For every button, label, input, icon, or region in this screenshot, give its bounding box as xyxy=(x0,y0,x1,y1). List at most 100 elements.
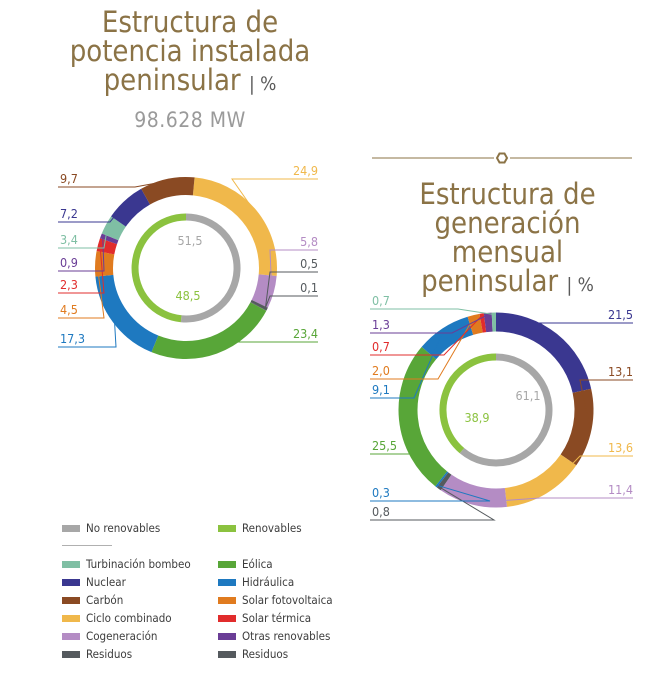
outer-ring-segment xyxy=(251,274,277,308)
outer-ring-segment xyxy=(421,316,474,360)
legend-item: Otras renovables xyxy=(218,627,333,645)
legend-swatch xyxy=(218,596,236,604)
chart2-title-line: peninsular xyxy=(421,264,559,298)
leader-line xyxy=(231,178,318,212)
legend-swatch xyxy=(218,578,236,586)
outer-ring-segment xyxy=(495,312,592,394)
data-label: 2,3 xyxy=(60,277,78,292)
leader-line xyxy=(370,308,494,315)
inner-ring-segment xyxy=(439,353,497,454)
data-label: 3,4 xyxy=(60,232,78,247)
chart1-total: 98.628 MW xyxy=(134,108,246,132)
outer-ring-segment xyxy=(95,274,159,353)
leader-line xyxy=(538,322,633,336)
outer-ring-segment xyxy=(479,313,487,333)
outer-ring-segment xyxy=(96,238,118,255)
leader-line xyxy=(58,180,168,188)
outer-ring-segment xyxy=(483,312,493,333)
outer-ring-segment xyxy=(440,474,507,508)
outer-ring-segment xyxy=(141,177,195,205)
data-label: 7,2 xyxy=(60,206,78,221)
data-label: 0,1 xyxy=(300,280,318,295)
outer-ring-segment xyxy=(504,454,577,507)
legend-label: Residuos xyxy=(86,647,133,661)
legend-item: Eólica xyxy=(218,555,333,573)
chart2-title-line: Estructura de xyxy=(419,177,596,211)
legend-label: Solar térmica xyxy=(242,611,312,625)
data-label: 0,9 xyxy=(60,255,78,270)
leader-line xyxy=(370,484,491,502)
legend-item: Hidráulica xyxy=(218,573,333,591)
chart1-title-line: peninsular xyxy=(103,63,241,97)
leader-line xyxy=(58,202,127,223)
data-label: 38,9 xyxy=(464,410,489,425)
outer-ring-segment xyxy=(250,299,268,311)
outer-ring-segment xyxy=(435,471,449,488)
legend-label: Ciclo combinado xyxy=(86,611,172,625)
data-label: 13,1 xyxy=(608,364,633,379)
legend-item-no-renovables: No renovables xyxy=(62,519,191,537)
hexagon-icon xyxy=(495,152,509,164)
data-label: 4,5 xyxy=(60,302,78,317)
outer-ring-segment xyxy=(560,388,594,466)
legend-swatch xyxy=(218,524,236,532)
leader-line xyxy=(579,379,633,429)
data-label: 48,5 xyxy=(175,288,200,303)
data-label: 61,1 xyxy=(515,388,540,403)
inner-ring-segment xyxy=(459,353,553,467)
legend-label: Residuos xyxy=(242,647,289,661)
legend-right: Renovables Eólica Hidráulica Solar fotovol… xyxy=(218,519,333,663)
leader-line xyxy=(58,263,105,319)
data-label: 9,1 xyxy=(372,382,390,397)
leader-line xyxy=(58,225,109,249)
outer-ring-segment xyxy=(436,472,452,491)
legend-divider xyxy=(62,545,112,546)
data-label: 21,5 xyxy=(608,307,633,322)
legend-item: Carbón xyxy=(62,591,191,609)
data-label: 0,8 xyxy=(372,504,390,519)
legend-swatch xyxy=(218,650,236,658)
legend-item: Solar térmica xyxy=(218,609,333,627)
chart2-title: Estructura de generación mensual peninsu… xyxy=(375,180,640,296)
data-label: 0,7 xyxy=(372,339,390,354)
legend-item: Nuclear xyxy=(62,573,191,591)
data-label: 11,4 xyxy=(608,482,633,497)
legend-label: Hidráulica xyxy=(242,575,295,589)
data-label: 25,5 xyxy=(372,438,397,453)
legend-label: Cogeneración xyxy=(86,629,158,643)
chart1-title-line: Estructura de xyxy=(101,5,279,39)
data-label: 13,6 xyxy=(608,440,633,455)
leader-line xyxy=(544,455,633,493)
legend-item: Residuos xyxy=(62,645,191,663)
data-label: 17,3 xyxy=(60,331,85,346)
chart2-title-line: generación mensual xyxy=(434,206,581,269)
outer-ring-segment xyxy=(398,346,448,487)
legend-item-renovables: Renovables xyxy=(218,519,333,537)
legend-item: Cogeneración xyxy=(62,627,191,645)
data-label: 9,7 xyxy=(60,171,78,186)
outer-ring-segment xyxy=(111,188,151,227)
legend-item: Ciclo combinado xyxy=(62,609,191,627)
data-label: 0,3 xyxy=(372,485,390,500)
leader-line xyxy=(58,245,105,294)
legend-label: Solar fotovoltaica xyxy=(242,593,333,607)
legend-label: Carbón xyxy=(86,593,124,607)
data-label: 51,5 xyxy=(177,233,202,248)
data-label: 1,3 xyxy=(372,317,390,332)
outer-ring-segment xyxy=(467,313,483,335)
leader-line xyxy=(370,315,483,356)
separator-ornament xyxy=(372,152,632,164)
leader-line xyxy=(370,486,496,521)
leader-line xyxy=(269,249,318,292)
leader-line xyxy=(370,314,489,334)
chart1-title-suffix: | % xyxy=(248,73,277,95)
chart2-title-suffix: | % xyxy=(566,274,594,296)
leader-line xyxy=(472,497,633,504)
leader-line xyxy=(264,295,318,310)
data-label: 0,5 xyxy=(300,256,318,271)
data-label: 5,8 xyxy=(300,234,318,249)
legend-swatch xyxy=(62,614,80,622)
legend-swatch xyxy=(62,650,80,658)
legend-item: Residuos xyxy=(218,645,333,663)
legend-swatch xyxy=(62,578,80,586)
